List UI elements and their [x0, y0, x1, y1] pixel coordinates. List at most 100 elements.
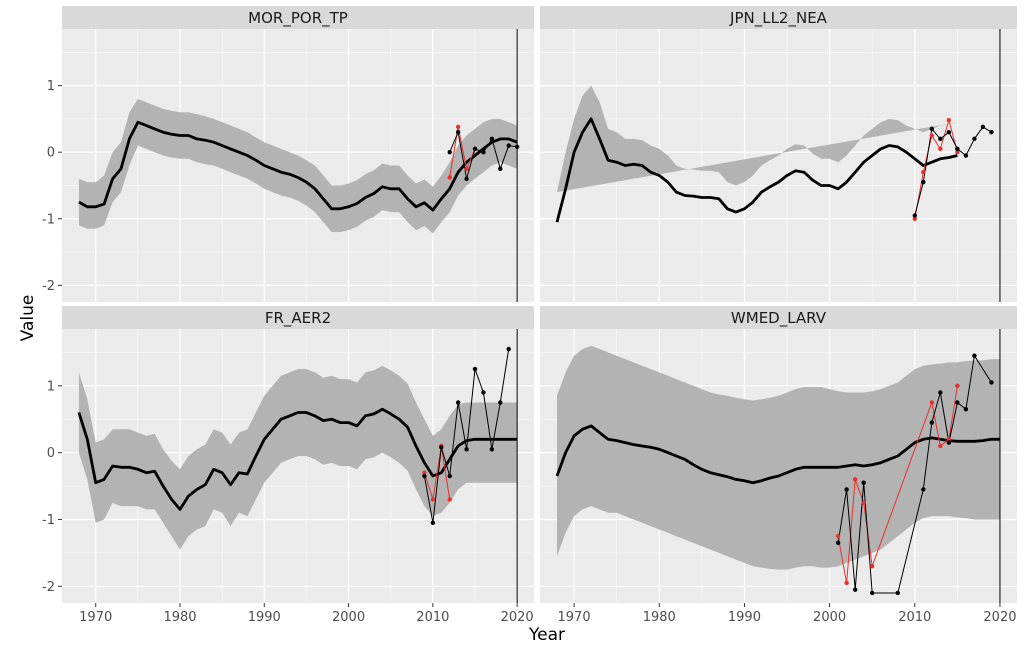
- observed-point: [506, 346, 511, 352]
- y-tick-label: -2: [42, 580, 55, 595]
- strip-background: [62, 306, 534, 329]
- observed-point: [498, 400, 503, 405]
- x-tick-label: 2010: [416, 610, 449, 625]
- predicted-line: [423, 445, 451, 500]
- y-tick-label: 1: [47, 379, 55, 394]
- observed-point: [972, 136, 977, 142]
- observed-point: [489, 136, 495, 142]
- confidence-ribbon: [557, 345, 1000, 570]
- x-tick-label: 2010: [898, 610, 931, 625]
- observed-point: [869, 590, 875, 596]
- strip-background: [62, 6, 534, 29]
- observed-point: [852, 587, 858, 592]
- predicted-line: [914, 118, 958, 219]
- confidence-ribbon: [78, 365, 518, 550]
- observed-point: [455, 400, 461, 405]
- observed-point: [481, 149, 486, 155]
- observed-point: [481, 390, 486, 395]
- observed-point: [938, 136, 943, 142]
- observed-point: [498, 166, 503, 172]
- confidence-ribbon: [557, 85, 958, 193]
- strip-label: MOR_POR_TP: [248, 9, 348, 28]
- predicted-point: [929, 133, 935, 138]
- observed-point: [464, 447, 469, 452]
- observed-point: [921, 179, 926, 185]
- observed-point: [895, 590, 900, 596]
- predicted-point: [955, 149, 960, 155]
- strip-label: JPN_LL2_NEA: [729, 9, 828, 28]
- observed-point: [972, 353, 977, 358]
- predicted-point: [921, 169, 926, 175]
- x-tick-label: 1970: [79, 610, 112, 625]
- observed-point: [422, 473, 427, 479]
- strip-label: WMED_LARV: [731, 309, 827, 328]
- x-tick-label: 2000: [813, 610, 846, 625]
- facet-panel: JPN_LL2_NEA: [540, 6, 1017, 302]
- predicted-point: [430, 497, 436, 502]
- x-tick-label: 1990: [248, 610, 281, 625]
- y-tick-label: -1: [42, 513, 55, 528]
- predicted-point: [946, 118, 952, 123]
- observed-point: [929, 420, 935, 425]
- x-tick-label: 1990: [728, 610, 761, 625]
- predicted-point: [912, 216, 917, 221]
- predicted-point: [455, 124, 461, 130]
- observed-point: [929, 126, 935, 132]
- strip-background: [540, 6, 1017, 29]
- observed-point: [844, 487, 849, 492]
- x-tick-label: 1970: [558, 610, 591, 625]
- observed-point: [963, 406, 969, 412]
- y-tick-label: 0: [47, 146, 55, 161]
- predicted-point: [929, 400, 935, 405]
- observed-point: [963, 153, 969, 158]
- observed-point: [464, 176, 469, 182]
- observed-point: [430, 520, 436, 526]
- fitted-line: [555, 424, 1000, 485]
- observed-point: [946, 130, 952, 135]
- predicted-point: [464, 166, 469, 172]
- observed-point: [946, 440, 952, 445]
- observed-point: [921, 487, 926, 492]
- observed-point: [489, 447, 495, 452]
- observed-point: [938, 390, 943, 395]
- x-axis-title: Year: [528, 625, 565, 645]
- predicted-point: [835, 533, 841, 539]
- observed-point: [955, 400, 960, 405]
- observed-point: [447, 473, 452, 479]
- predicted-point: [447, 175, 452, 180]
- predicted-point: [955, 383, 960, 389]
- observed-point: [861, 480, 866, 485]
- predicted-point: [938, 146, 943, 152]
- y-axis-title: Value: [18, 295, 38, 342]
- observed-point: [455, 130, 461, 135]
- x-tick-label: 2000: [332, 610, 365, 625]
- facet-panel: MOR_POR_TP -2 -1 0 1: [42, 6, 534, 302]
- x-tick-label: 1980: [163, 610, 196, 625]
- fitted-line: [77, 407, 518, 511]
- predicted-point: [852, 477, 858, 482]
- strip-label: FR_AER2: [265, 309, 331, 328]
- observed-point: [912, 213, 917, 218]
- predicted-point: [869, 564, 875, 569]
- observed-point: [472, 366, 478, 372]
- fitted-line: [555, 117, 958, 223]
- strip-background: [540, 306, 1017, 329]
- y-tick-label: 0: [47, 446, 55, 461]
- predicted-point: [844, 580, 849, 586]
- observed-point: [980, 124, 986, 130]
- y-tick-label: 1: [47, 79, 55, 94]
- observed-point: [447, 149, 452, 155]
- y-tick-label: -1: [42, 212, 55, 227]
- observed-point: [989, 380, 994, 385]
- observed-line: [914, 126, 992, 216]
- predicted-point: [946, 437, 952, 442]
- y-tick-label: -2: [42, 279, 55, 294]
- x-tick-label: 2020: [983, 610, 1016, 625]
- predicted-point: [447, 497, 452, 502]
- observed-point: [989, 130, 994, 135]
- observed-point: [955, 146, 960, 152]
- observed-point: [439, 445, 444, 450]
- observed-point: [506, 143, 511, 148]
- observed-point: [472, 146, 478, 152]
